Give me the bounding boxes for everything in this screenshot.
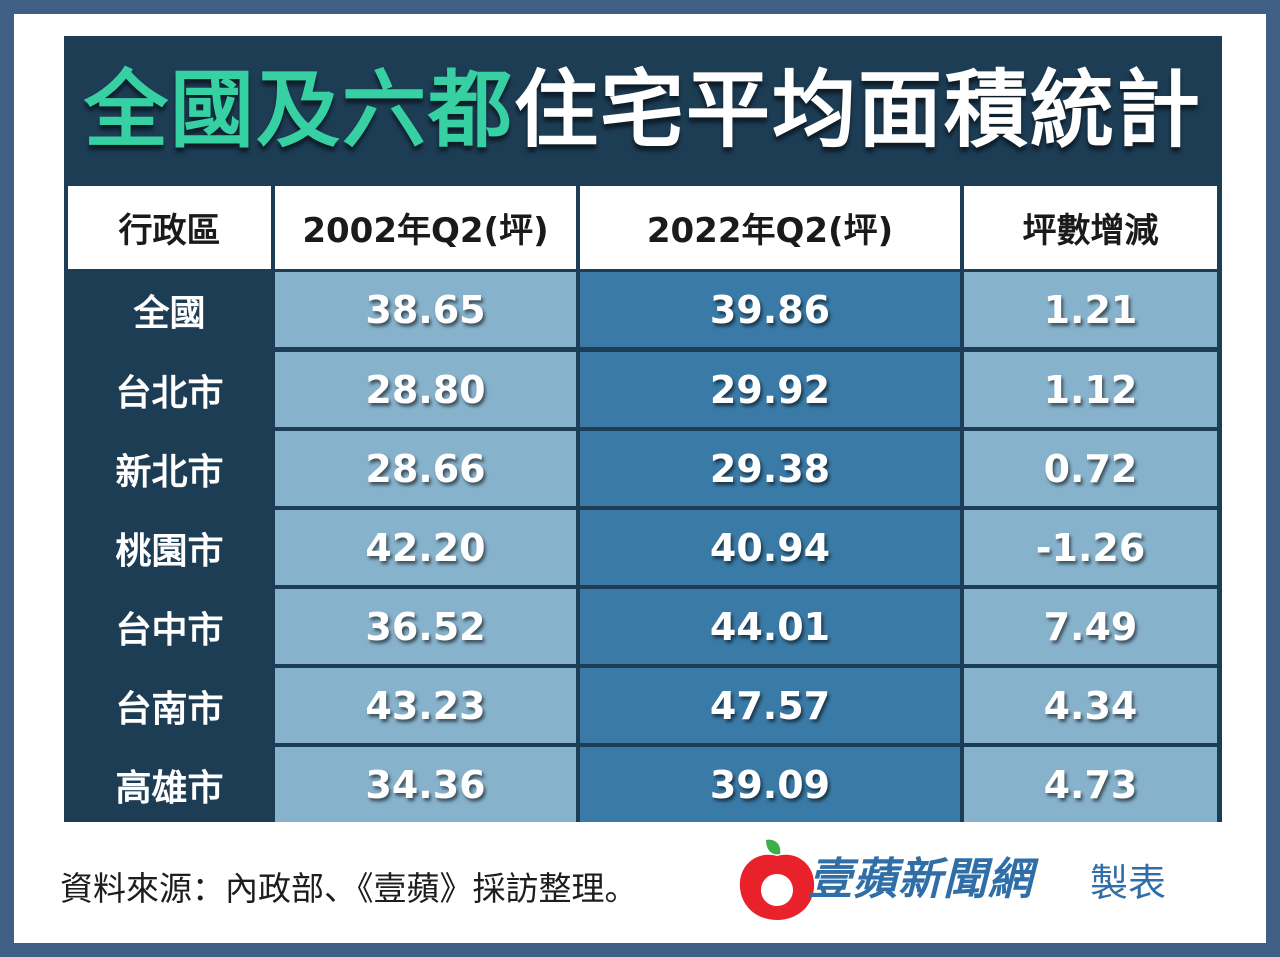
apple-ring-icon bbox=[739, 854, 815, 920]
column-header: 2002年Q2(坪) bbox=[275, 186, 576, 269]
table-cell: 1.21 bbox=[964, 272, 1217, 347]
brand-name: 壹蘋新聞網 bbox=[808, 854, 1033, 905]
title-highlight: 全國及六都 bbox=[83, 61, 514, 159]
table-cell: 40.94 bbox=[580, 510, 960, 585]
table-cell: 28.80 bbox=[275, 352, 576, 427]
source-note: 資料來源：內政部、《壹蘋》採訪整理。 bbox=[60, 869, 638, 908]
table-cell: 7.49 bbox=[964, 589, 1217, 664]
table-cell: 44.01 bbox=[580, 589, 960, 664]
table-cell: 42.20 bbox=[275, 510, 576, 585]
column-header: 行政區 bbox=[68, 186, 271, 269]
table-cell: 43.23 bbox=[275, 668, 576, 743]
table-cell: 39.86 bbox=[580, 272, 960, 347]
row-label: 桃園市 bbox=[115, 530, 224, 572]
row-label: 台北市 bbox=[115, 372, 224, 414]
table-cell: 0.72 bbox=[964, 431, 1217, 506]
row-label: 高雄市 bbox=[115, 767, 224, 809]
title-rest: 住宅平均面積統計 bbox=[514, 61, 1203, 159]
page-title: 全國及六都 住宅平均面積統計 bbox=[64, 40, 1222, 180]
table-cell: 4.34 bbox=[964, 668, 1217, 743]
table-cell: 4.73 bbox=[964, 747, 1217, 822]
table-cell: 34.36 bbox=[275, 747, 576, 822]
leaf-icon bbox=[766, 839, 781, 855]
column-header: 坪數增減 bbox=[964, 186, 1217, 269]
row-label: 台南市 bbox=[115, 688, 224, 730]
table-cell: -1.26 bbox=[964, 510, 1217, 585]
column-header: 2022年Q2(坪) bbox=[580, 186, 960, 269]
row-label: 全國 bbox=[133, 292, 206, 334]
table-cell: 29.38 bbox=[580, 431, 960, 506]
table-cell: 29.92 bbox=[580, 352, 960, 427]
brand-suffix: 製表 bbox=[1090, 861, 1167, 905]
table-cell: 47.57 bbox=[580, 668, 960, 743]
table-cell: 38.65 bbox=[275, 272, 576, 347]
row-label: 新北市 bbox=[115, 451, 224, 493]
table-cell: 39.09 bbox=[580, 747, 960, 822]
apple-logo-icon bbox=[739, 839, 815, 920]
table-cell: 1.12 bbox=[964, 352, 1217, 427]
table-cell: 28.66 bbox=[275, 431, 576, 506]
table-cell: 36.52 bbox=[275, 589, 576, 664]
row-label: 台中市 bbox=[115, 609, 224, 651]
